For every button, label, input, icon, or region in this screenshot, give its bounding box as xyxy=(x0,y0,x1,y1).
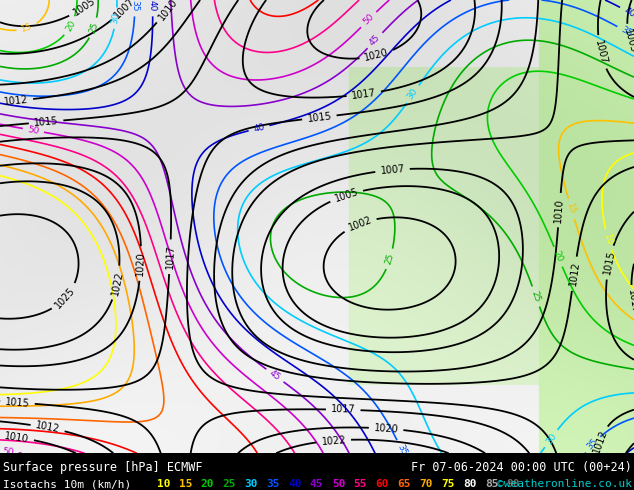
Text: 30: 30 xyxy=(406,87,420,101)
Text: 80: 80 xyxy=(463,480,477,490)
Text: 1017: 1017 xyxy=(164,244,176,270)
Text: 25: 25 xyxy=(384,252,396,266)
Text: 30: 30 xyxy=(111,12,121,24)
Text: 1010: 1010 xyxy=(156,0,179,22)
Text: 35: 35 xyxy=(130,0,139,11)
Text: 1015: 1015 xyxy=(602,249,616,275)
Text: 15: 15 xyxy=(179,480,192,490)
Text: 60: 60 xyxy=(375,480,389,490)
Text: 20: 20 xyxy=(200,480,214,490)
Text: 10: 10 xyxy=(157,480,171,490)
Text: Fr 07-06-2024 00:00 UTC (00+24): Fr 07-06-2024 00:00 UTC (00+24) xyxy=(411,461,632,474)
Text: 35: 35 xyxy=(395,442,408,457)
Text: 1005: 1005 xyxy=(333,187,359,204)
Text: 1012: 1012 xyxy=(35,420,61,435)
Text: 70: 70 xyxy=(419,480,433,490)
Text: 1017: 1017 xyxy=(331,404,356,415)
Text: 25: 25 xyxy=(530,290,542,303)
Text: 25: 25 xyxy=(223,480,236,490)
Text: 1020: 1020 xyxy=(373,423,399,435)
Text: 10: 10 xyxy=(602,233,614,246)
Text: 20: 20 xyxy=(64,19,77,33)
Text: 45: 45 xyxy=(368,33,382,48)
Text: 40: 40 xyxy=(148,0,157,11)
Text: 40: 40 xyxy=(622,6,634,19)
Text: 15: 15 xyxy=(566,202,578,216)
Text: 1015: 1015 xyxy=(5,396,30,409)
Text: 1007: 1007 xyxy=(380,164,405,176)
Text: 1017: 1017 xyxy=(351,88,377,101)
Text: 1020: 1020 xyxy=(136,251,146,276)
Text: 15: 15 xyxy=(20,22,34,34)
Text: ©weatheronline.co.uk: ©weatheronline.co.uk xyxy=(497,480,632,490)
Text: 1007: 1007 xyxy=(112,0,137,20)
Text: 1005: 1005 xyxy=(71,0,97,18)
Text: 50: 50 xyxy=(332,480,346,490)
Text: 1010: 1010 xyxy=(553,197,566,223)
Text: 55: 55 xyxy=(354,480,367,490)
Text: 1010: 1010 xyxy=(4,431,30,444)
Text: 1012: 1012 xyxy=(567,261,581,287)
Text: 1005: 1005 xyxy=(621,28,634,54)
Text: 1017: 1017 xyxy=(626,289,634,315)
Text: 1025: 1025 xyxy=(53,285,77,310)
Text: 1022: 1022 xyxy=(110,270,124,296)
Text: 45: 45 xyxy=(310,480,323,490)
Text: 50: 50 xyxy=(361,12,376,27)
Text: 1015: 1015 xyxy=(307,111,332,124)
Text: 1020: 1020 xyxy=(363,48,390,63)
Text: 85: 85 xyxy=(485,480,498,490)
Text: 35: 35 xyxy=(619,25,634,39)
Text: 30: 30 xyxy=(244,480,258,490)
Text: 1002: 1002 xyxy=(347,215,373,233)
Text: 20: 20 xyxy=(552,250,564,264)
Text: 50: 50 xyxy=(2,447,14,457)
Text: 30: 30 xyxy=(544,431,558,446)
Text: 1012: 1012 xyxy=(591,429,609,455)
Text: 40: 40 xyxy=(288,480,302,490)
Text: 75: 75 xyxy=(441,480,455,490)
Text: Surface pressure [hPa] ECMWF: Surface pressure [hPa] ECMWF xyxy=(3,461,203,474)
Text: 1012: 1012 xyxy=(3,95,29,107)
Text: 35: 35 xyxy=(585,437,600,452)
Text: 35: 35 xyxy=(266,480,280,490)
Text: 1022: 1022 xyxy=(321,435,346,446)
Text: Isotachs 10m (km/h): Isotachs 10m (km/h) xyxy=(3,480,131,490)
Text: 65: 65 xyxy=(398,480,411,490)
Text: 1015: 1015 xyxy=(34,116,59,128)
Text: 25: 25 xyxy=(87,21,100,35)
Text: 45: 45 xyxy=(268,368,282,383)
Text: 90: 90 xyxy=(507,480,521,490)
Text: 1007: 1007 xyxy=(593,39,609,65)
Text: 50: 50 xyxy=(27,125,40,136)
Text: 40: 40 xyxy=(252,122,266,134)
